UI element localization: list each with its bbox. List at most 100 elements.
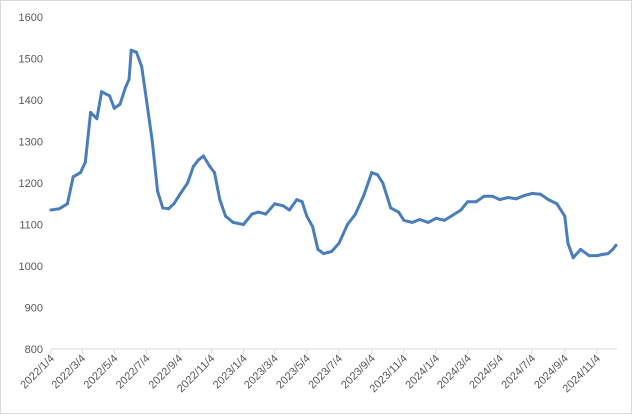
data-point: [611, 247, 615, 251]
data-point: [242, 223, 245, 226]
data-point: [316, 247, 320, 251]
data-point: [506, 196, 510, 199]
data-point: [353, 212, 357, 216]
data-point: [418, 218, 422, 221]
data-point: [208, 164, 212, 168]
x-tick-label: 2022/7/4: [114, 353, 153, 392]
data-point: [156, 189, 160, 193]
data-point: [410, 220, 414, 224]
data-point: [196, 158, 200, 162]
data-points: [49, 48, 618, 260]
x-tick-label: 2022/5/4: [82, 353, 121, 392]
x-tick-label: 2022/3/4: [49, 353, 88, 392]
x-tick-label: 2024/7/4: [499, 353, 538, 392]
y-tick-label: 1000: [19, 261, 43, 273]
y-tick-label: 1200: [19, 178, 43, 190]
data-point: [434, 216, 438, 220]
data-point: [100, 90, 104, 94]
data-point: [49, 208, 53, 212]
y-tick-label: 900: [25, 303, 43, 315]
data-point: [167, 207, 171, 211]
data-point: [231, 220, 235, 224]
data-point: [606, 252, 610, 256]
data-point: [523, 193, 527, 197]
data-point: [381, 181, 385, 185]
data-point: [330, 250, 334, 253]
data-point: [108, 94, 112, 98]
data-point: [466, 200, 470, 204]
data-point: [79, 171, 82, 175]
data-point: [614, 243, 618, 247]
data-point: [555, 202, 559, 206]
data-point: [566, 241, 570, 245]
series-line: [49, 48, 618, 260]
x-axis-labels: 2022/1/42022/3/42022/5/42022/7/42022/9/4…: [18, 353, 603, 396]
data-point: [287, 208, 291, 212]
data-point: [140, 65, 144, 69]
data-point: [89, 110, 93, 114]
data-point: [186, 181, 190, 185]
data-point: [530, 191, 534, 195]
data-point: [83, 160, 87, 164]
data-point: [273, 202, 277, 206]
x-tick-label: 2023/3/4: [242, 353, 281, 392]
data-point: [150, 140, 154, 143]
data-point: [264, 212, 268, 216]
data-point: [579, 247, 583, 251]
y-tick-label: 1600: [19, 12, 43, 24]
data-point: [402, 218, 406, 222]
x-axis-ticks: [50, 349, 598, 354]
data-point: [145, 98, 148, 102]
data-point: [571, 256, 575, 260]
data-point: [191, 164, 195, 168]
data-point: [459, 208, 463, 212]
data-point: [300, 200, 304, 204]
data-point: [95, 117, 99, 121]
data-point: [482, 194, 486, 198]
data-point: [397, 210, 401, 214]
data-point: [71, 175, 75, 179]
data-point: [129, 48, 133, 52]
data-point: [295, 198, 299, 202]
data-point: [426, 220, 430, 224]
data-point: [346, 223, 349, 226]
data-point: [201, 154, 205, 158]
data-point: [370, 171, 374, 175]
y-tick-label: 800: [25, 344, 43, 356]
data-point: [491, 194, 494, 198]
data-point: [322, 252, 326, 256]
x-tick-label: 2024/3/4: [435, 353, 474, 392]
data-point: [127, 77, 131, 81]
data-point: [305, 214, 309, 218]
data-point: [389, 206, 393, 210]
data-point: [443, 218, 446, 222]
data-point: [224, 214, 228, 218]
data-point: [587, 254, 591, 258]
data-point: [514, 197, 518, 201]
data-point: [112, 106, 116, 110]
data-point: [177, 193, 181, 197]
data-point: [213, 171, 216, 175]
data-point: [57, 207, 61, 211]
data-point: [337, 241, 341, 245]
data-point: [362, 193, 366, 197]
data-point: [563, 214, 567, 218]
data-point: [161, 206, 165, 210]
data-point: [376, 173, 379, 177]
data-point: [546, 198, 550, 202]
x-tick-label: 2023/7/4: [306, 353, 345, 392]
data-point: [539, 192, 542, 196]
data-point: [450, 213, 454, 217]
data-point: [218, 198, 222, 202]
data-point: [281, 204, 285, 208]
y-tick-label: 1300: [19, 137, 43, 149]
y-tick-label: 1500: [19, 54, 43, 66]
x-tick-label: 2024/5/4: [467, 353, 506, 392]
y-tick-label: 1100: [19, 220, 43, 232]
data-point: [250, 212, 254, 216]
data-point: [123, 86, 127, 90]
data-point: [601, 252, 605, 256]
data-point: [256, 210, 260, 214]
